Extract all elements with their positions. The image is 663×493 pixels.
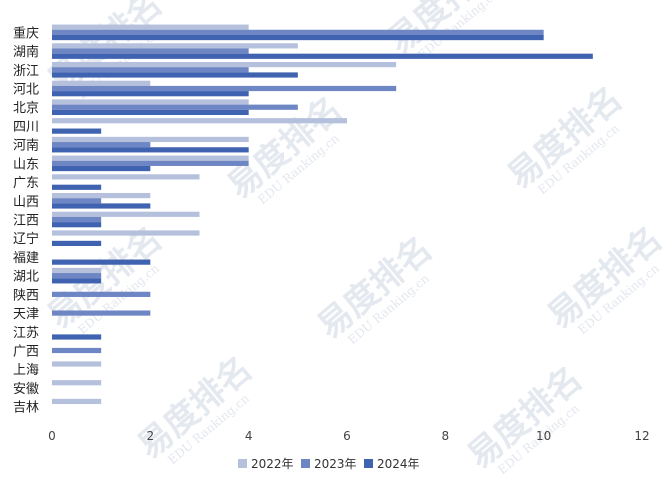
bar [52,398,102,405]
legend-label: 2023年 [314,457,357,471]
legend-item: 2022年 [238,457,294,471]
bar [52,380,102,386]
category-label: 浙江 [13,64,39,79]
bar [52,198,102,204]
x-tick-label: 6 [343,429,351,443]
x-tick-label: 12 [634,429,649,443]
bar [52,128,102,134]
bar [52,118,347,124]
category-label: 广东 [13,176,39,191]
bar-group [52,24,593,405]
bar [52,142,151,148]
bar [52,259,151,265]
bar [52,222,102,228]
legend-swatch [238,459,247,468]
bar [52,291,151,297]
bar [52,216,102,223]
bar [52,24,249,30]
category-label: 安徽 [13,382,39,397]
bar [52,334,102,340]
bar [52,160,249,166]
bar [52,48,249,54]
legend-swatch [364,459,373,468]
bar [52,53,593,59]
legend-swatch [301,459,310,468]
bar [52,310,151,316]
x-tick-label: 2 [147,429,155,443]
category-label: 河北 [13,83,39,98]
category-label: 北京 [13,101,39,116]
bar [52,192,151,199]
bar [52,347,102,354]
bar [52,109,249,116]
category-label: 吉林 [13,401,39,416]
category-label: 河南 [13,138,39,154]
category-label: 广西 [13,345,39,360]
bar [52,273,102,279]
category-label: 湖南 [13,44,39,60]
category-label: 福建 [13,251,39,266]
bar [52,267,102,274]
x-axis: 0 2 4 6 8 10 12 [48,429,649,443]
bar [52,85,397,92]
category-label: 湖北 [13,270,39,285]
bar [52,67,249,73]
x-tick-label: 0 [48,429,56,443]
x-tick-label: 8 [442,429,450,443]
bar [52,211,200,217]
bar [52,136,249,143]
category-label: 陕西 [13,288,39,303]
bar [52,155,249,161]
category-label: 辽宁 [13,231,39,247]
bar [52,72,298,78]
x-tick-label: 10 [536,429,551,443]
legend-label: 2024年 [377,457,420,471]
bar [52,91,249,97]
bar [52,278,102,284]
bar [52,104,298,110]
bar [52,99,249,105]
bar [52,165,151,172]
category-label: 江西 [13,214,39,229]
bar [52,240,102,247]
bar [52,29,544,35]
bar [52,174,200,180]
bar [52,61,397,68]
category-label: 上海 [13,363,39,378]
category-label: 山西 [13,195,39,210]
category-label: 四川 [13,120,39,135]
bar [52,43,298,49]
x-tick-label: 4 [245,429,253,443]
category-label: 江苏 [13,325,39,341]
bar [52,147,249,153]
category-label: 重庆 [13,25,39,41]
legend-item: 2023年 [301,457,357,471]
bar [52,34,544,41]
category-label: 天津 [13,307,39,322]
category-axis: 重庆湖南浙江河北北京四川河南山东广东山西江西辽宁福建湖北陕西天津江苏广西上海安徽… [13,25,39,415]
legend-item: 2024年 [364,457,420,471]
bar [52,203,151,209]
bar [52,230,200,236]
legend: 2022年 2023年 2024年 [238,457,420,471]
bar [52,80,151,86]
legend-label: 2022年 [251,457,294,471]
bar [52,184,102,190]
bar [52,361,102,367]
category-label: 山东 [13,157,39,172]
